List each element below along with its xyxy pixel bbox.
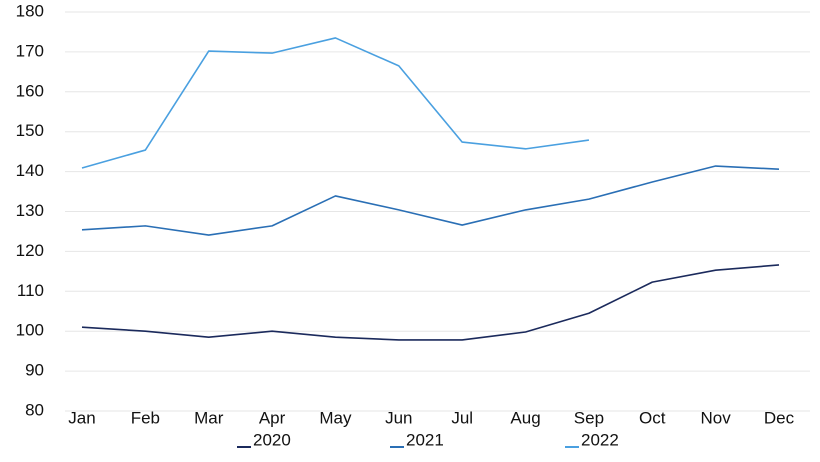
series-line (81, 264, 780, 341)
x-tick-label: Jun (385, 408, 412, 427)
y-tick-label: 130 (16, 201, 44, 220)
x-tick-label: Aug (510, 408, 540, 427)
x-tick-label: May (319, 408, 352, 427)
series-line (81, 165, 780, 236)
x-tick-label: Mar (194, 408, 224, 427)
y-tick-label: 110 (17, 281, 44, 300)
legend-label: 2020 (253, 430, 291, 449)
x-tick-label: Oct (639, 408, 666, 427)
x-tick-label: Jan (68, 408, 95, 427)
x-tick-label: Feb (131, 408, 160, 427)
y-tick-label: 120 (16, 241, 44, 260)
y-tick-label: 180 (16, 1, 44, 20)
y-tick-label: 100 (16, 321, 44, 340)
y-tick-label: 90 (25, 361, 44, 380)
y-tick-label: 140 (16, 161, 44, 180)
legend-label: 2021 (406, 430, 444, 449)
x-tick-label: Sep (574, 408, 604, 427)
x-tick-label: Jul (451, 408, 473, 427)
y-tick-label: 80 (25, 400, 44, 419)
y-tick-label: 170 (16, 41, 44, 60)
series-line (81, 37, 590, 169)
legend-label: 2022 (581, 430, 619, 449)
y-tick-label: 160 (16, 81, 44, 100)
x-tick-label: Dec (764, 408, 795, 427)
x-tick-label: Nov (701, 408, 732, 427)
x-tick-label: Apr (259, 408, 286, 427)
y-tick-label: 150 (16, 121, 44, 140)
